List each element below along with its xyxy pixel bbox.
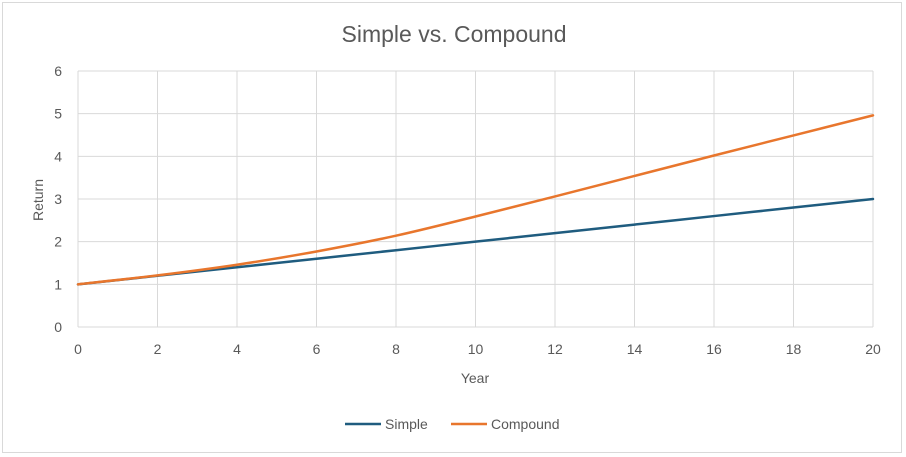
x-tick-labels: 0 2 4 6 8 10 12 14 16 18 20 [74,341,881,357]
x-axis-title: Year [461,370,490,386]
x-tick-label: 18 [786,341,802,357]
series-line-compound [76,114,875,286]
legend: Simple Compound [345,416,560,432]
y-tick-label: 0 [54,319,62,335]
x-tick-label: 14 [627,341,643,357]
x-tick-label: 12 [547,341,563,357]
x-tick-label: 2 [154,341,162,357]
y-tick-label: 1 [54,276,62,292]
x-tick-label: 20 [865,341,881,357]
x-tick-label: 10 [468,341,484,357]
y-tick-label: 4 [54,148,62,164]
x-tick-label: 16 [706,341,722,357]
y-tick-label: 2 [54,234,62,250]
x-tick-label: 4 [233,341,241,357]
x-tick-label: 8 [392,341,400,357]
grid-lines [77,70,874,328]
y-tick-labels: 0 1 2 3 4 5 6 [54,63,62,335]
x-tick-label: 0 [74,341,82,357]
y-tick-label: 3 [54,191,62,207]
series-line-simple [76,197,875,286]
y-axis-title: Return [30,179,46,221]
legend-label-simple: Simple [385,416,428,432]
series-lines [76,114,875,286]
legend-label-compound: Compound [491,416,560,432]
x-tick-label: 6 [313,341,321,357]
y-tick-label: 6 [54,63,62,79]
chart-title: Simple vs. Compound [342,21,567,47]
y-tick-label: 5 [54,106,62,122]
